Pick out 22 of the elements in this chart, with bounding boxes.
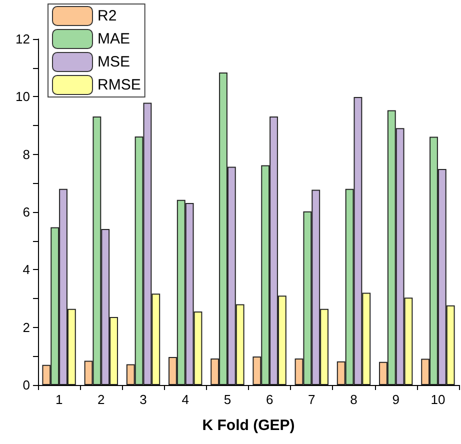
y-tick-label: 8 [22,146,30,162]
x-tick-label: 4 [182,392,189,407]
x-tick-label: 3 [140,392,147,407]
x-tick-label: 6 [266,392,274,407]
legend-label: R2 [98,8,117,24]
x-tick-label: 5 [224,392,232,407]
y-tick-label: 12 [16,32,30,46]
x-tick-label: 7 [308,392,316,407]
y-tick-label: 4 [22,262,30,278]
y-tick-label: 6 [22,204,30,220]
y-tick-label: 2 [22,320,30,335]
legend-label: RMSE [98,76,141,94]
x-tick-label: 1 [55,392,63,407]
x-tick-label: 10 [430,392,446,407]
x-axis-title: K Fold (GEP) [202,417,295,434]
x-tick-label: 8 [350,392,358,407]
x-tick-label: 9 [392,392,400,407]
legend-label: MSE [98,54,130,70]
legend-label: MAE [98,30,130,48]
x-tick-label: 2 [98,392,105,407]
y-tick-label: 10 [16,89,30,104]
y-tick-label: 0 [22,378,30,392]
